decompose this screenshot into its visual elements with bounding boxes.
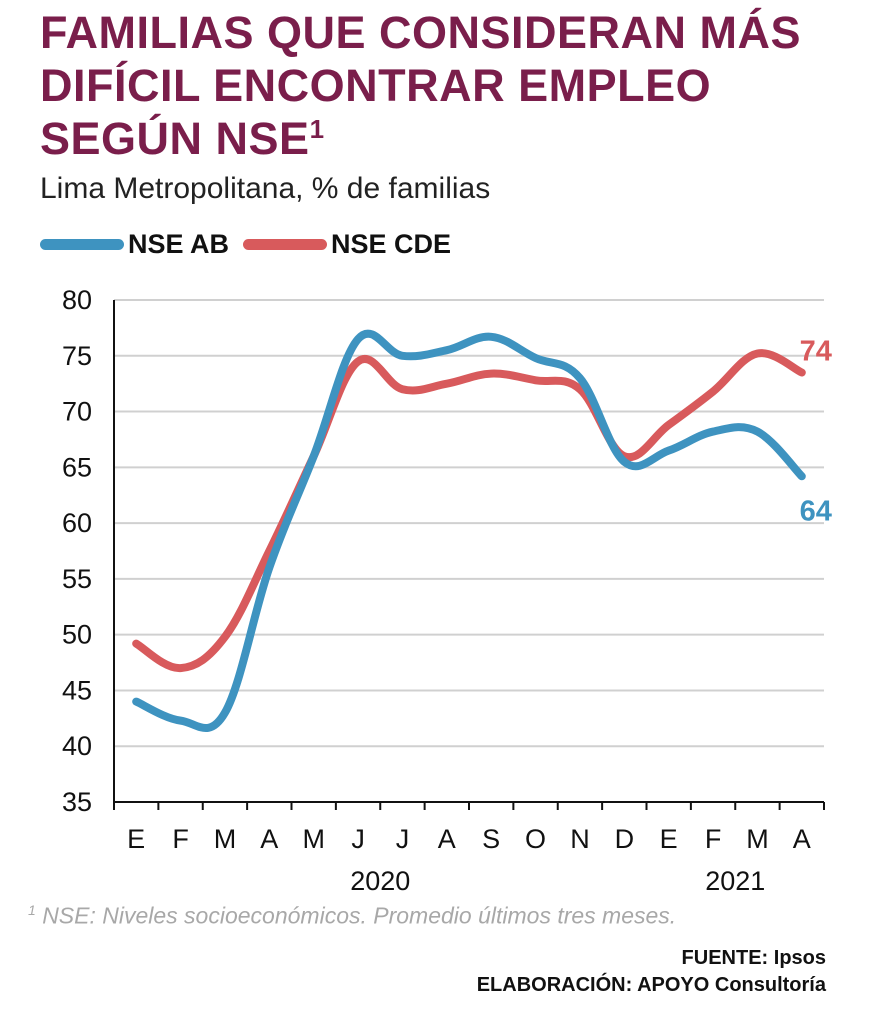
x-tick-label-2: M bbox=[214, 824, 237, 854]
elaboration-line: ELABORACIÓN: APOYO Consultoría bbox=[476, 974, 826, 996]
series-line-nse-ab bbox=[132, 329, 806, 733]
x-tick-label-12: E bbox=[660, 824, 678, 854]
y-tick-label-70: 70 bbox=[62, 397, 92, 427]
legend-item-nse-ab: NSE AB bbox=[40, 229, 229, 260]
x-tick-label-11: D bbox=[615, 824, 635, 854]
source-line: FUENTE: Ipsos bbox=[681, 947, 826, 969]
x-tick-label-10: N bbox=[570, 824, 590, 854]
axes bbox=[113, 300, 825, 810]
x-tick-label-0: E bbox=[127, 824, 145, 854]
x-tick-label-13: F bbox=[705, 824, 722, 854]
y-tick-label-80: 80 bbox=[62, 285, 92, 315]
series-lines bbox=[132, 329, 806, 733]
x-tick-label-7: A bbox=[438, 824, 456, 854]
x-tick-label-9: O bbox=[525, 824, 546, 854]
x-tick-label-5: J bbox=[351, 824, 365, 854]
y-tick-label-55: 55 bbox=[62, 564, 92, 594]
y-tick-label-75: 75 bbox=[62, 341, 92, 371]
chart-title-text: FAMILIAS QUE CONSIDERAN MÁS DIFÍCIL ENCO… bbox=[40, 7, 802, 164]
end-label-nse-cde: 74 bbox=[800, 336, 832, 368]
year-label-2020: 2020 bbox=[350, 866, 410, 896]
x-tick-label-4: M bbox=[302, 824, 325, 854]
footnote-text: NSE: Niveles socioeconómicos. Promedio ú… bbox=[42, 902, 677, 929]
title-footnote-marker: 1 bbox=[309, 114, 325, 144]
legend-label-nse-ab: NSE AB bbox=[128, 228, 230, 259]
y-tick-label-45: 45 bbox=[62, 675, 92, 705]
x-tick-label-6: J bbox=[396, 824, 410, 854]
gridlines bbox=[114, 299, 824, 748]
y-tick-label-65: 65 bbox=[62, 452, 92, 482]
x-tick-label-1: F bbox=[172, 824, 189, 854]
chart-legend: NSE AB NSE CDE bbox=[40, 224, 465, 264]
chart-title: FAMILIAS QUE CONSIDERAN MÁS DIFÍCIL ENCO… bbox=[40, 6, 880, 165]
year-label-2021: 2021 bbox=[705, 866, 765, 896]
legend-item-nse-cde: NSE CDE bbox=[243, 229, 451, 260]
y-tick-label-40: 40 bbox=[62, 731, 92, 761]
legend-swatch-nse-cde bbox=[243, 238, 328, 250]
legend-label-nse-cde: NSE CDE bbox=[331, 228, 452, 259]
x-tick-label-8: S bbox=[482, 824, 500, 854]
y-tick-label-50: 50 bbox=[62, 620, 92, 650]
y-tick-label-60: 60 bbox=[62, 508, 92, 538]
legend-swatch-nse-ab bbox=[40, 238, 124, 250]
footnote-marker: 1 bbox=[28, 902, 36, 918]
chart-subtitle: Lima Metropolitana, % de familias bbox=[40, 172, 491, 205]
footnote: 1 NSE: Niveles socioeconómicos. Promedio… bbox=[28, 902, 676, 930]
x-tick-label-3: A bbox=[260, 824, 278, 854]
end-label-nse-ab: 64 bbox=[800, 495, 832, 527]
x-tick-label-15: A bbox=[793, 824, 811, 854]
y-tick-label-35: 35 bbox=[62, 787, 92, 817]
series-line-nse-cde bbox=[132, 349, 806, 673]
x-tick-label-14: M bbox=[746, 824, 769, 854]
